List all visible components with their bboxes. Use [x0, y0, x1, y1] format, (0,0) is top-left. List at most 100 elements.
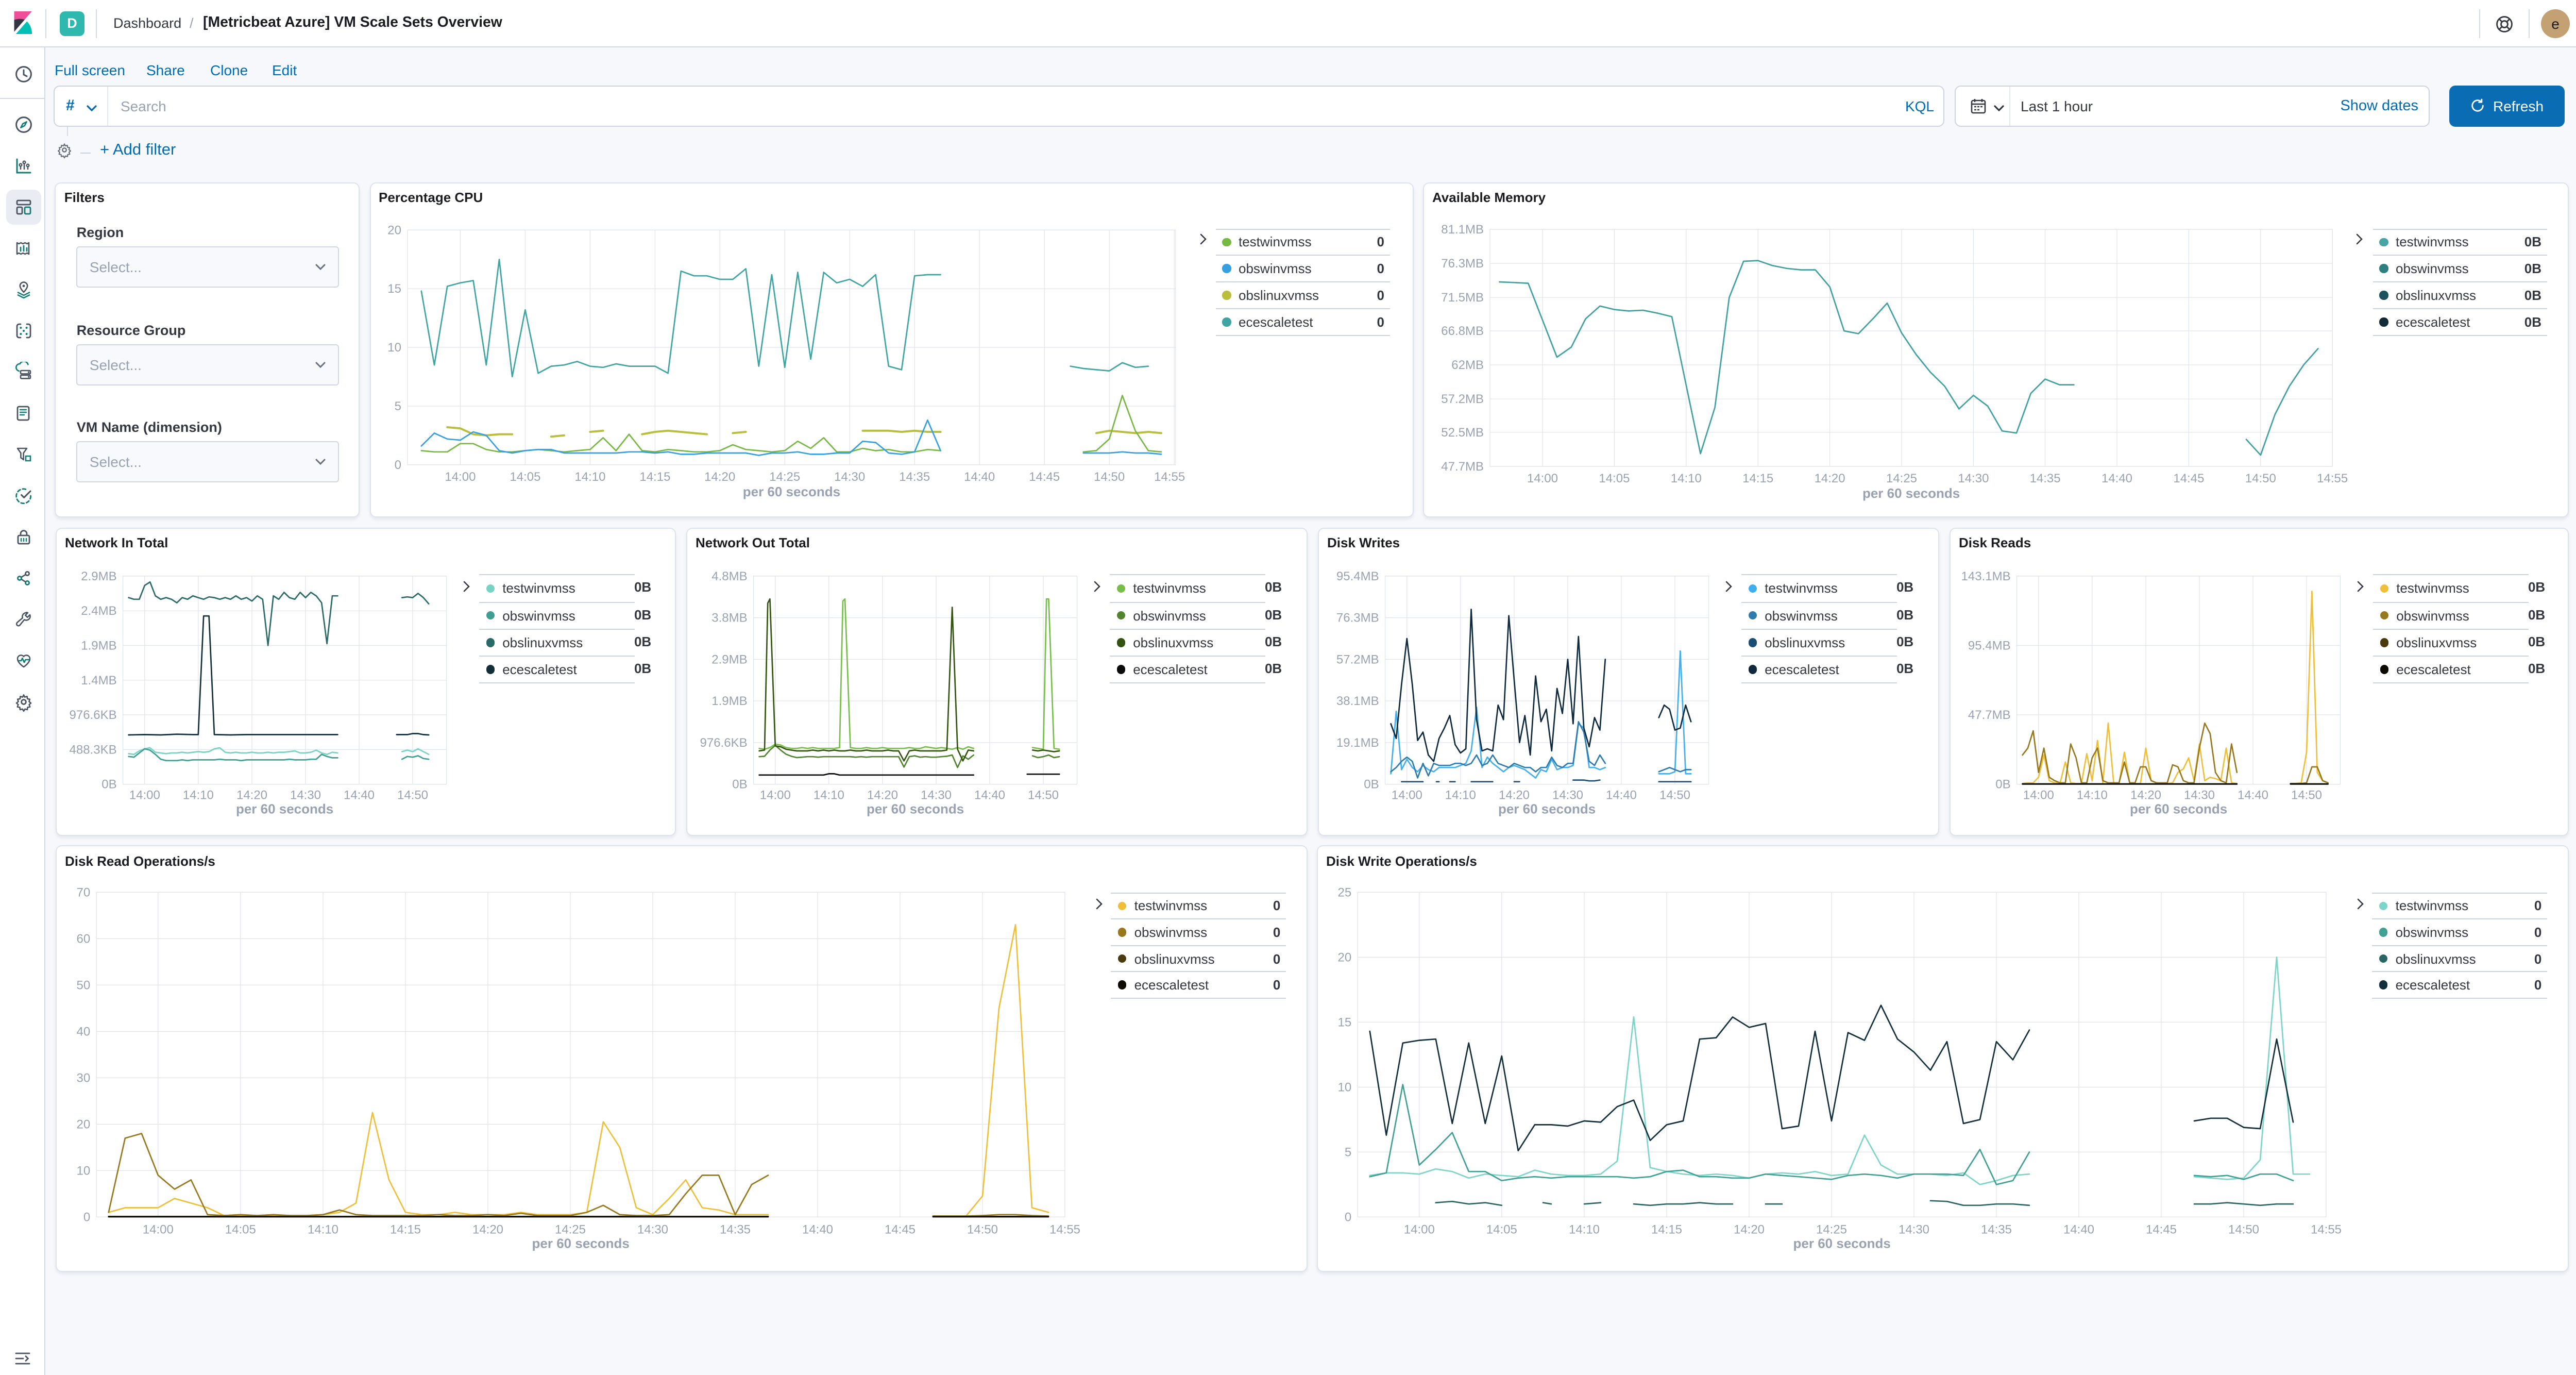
svg-text:14:20: 14:20 — [236, 788, 267, 802]
svg-text:2.9MB: 2.9MB — [711, 652, 747, 666]
svg-text:14:30: 14:30 — [290, 788, 321, 802]
svg-text:62MB: 62MB — [1451, 358, 1484, 372]
svg-text:57.2MB: 57.2MB — [1336, 652, 1379, 666]
svg-text:14:00: 14:00 — [2023, 788, 2054, 802]
svg-text:14:20: 14:20 — [867, 788, 898, 802]
svg-text:19.1MB: 19.1MB — [1336, 735, 1379, 749]
svg-text:57.2MB: 57.2MB — [1441, 392, 1484, 406]
svg-text:14:20: 14:20 — [1734, 1222, 1765, 1236]
svg-text:488.3KB: 488.3KB — [70, 742, 117, 756]
svg-text:47.7MB: 47.7MB — [1441, 459, 1484, 473]
svg-text:14:40: 14:40 — [2238, 788, 2268, 802]
svg-text:14:15: 14:15 — [1742, 471, 1773, 485]
svg-text:14:50: 14:50 — [1093, 469, 1124, 483]
svg-text:70: 70 — [76, 885, 90, 899]
svg-text:14:40: 14:40 — [2063, 1222, 2094, 1236]
svg-text:14:10: 14:10 — [574, 469, 605, 483]
svg-text:per 60 seconds: per 60 seconds — [742, 483, 840, 499]
svg-text:14:50: 14:50 — [2228, 1222, 2259, 1236]
svg-text:14:50: 14:50 — [397, 788, 428, 802]
svg-text:14:30: 14:30 — [637, 1222, 668, 1236]
svg-text:14:00: 14:00 — [1392, 788, 1422, 802]
svg-text:per 60 seconds: per 60 seconds — [236, 801, 333, 816]
svg-text:per 60 seconds: per 60 seconds — [867, 801, 964, 816]
svg-text:per 60 seconds: per 60 seconds — [2130, 801, 2227, 816]
svg-text:14:05: 14:05 — [1486, 1222, 1517, 1236]
svg-text:14:55: 14:55 — [2317, 471, 2348, 485]
svg-text:14:35: 14:35 — [2030, 471, 2061, 485]
svg-text:per 60 seconds: per 60 seconds — [532, 1235, 630, 1251]
svg-text:4.8MB: 4.8MB — [711, 569, 747, 583]
svg-text:per 60 seconds: per 60 seconds — [1793, 1235, 1891, 1251]
svg-text:0: 0 — [1345, 1210, 1351, 1224]
svg-text:1.4MB: 1.4MB — [81, 673, 116, 687]
svg-text:10: 10 — [1337, 1080, 1351, 1094]
svg-text:0: 0 — [83, 1210, 90, 1224]
svg-text:15: 15 — [387, 281, 401, 295]
svg-text:60: 60 — [76, 932, 90, 946]
svg-text:14:05: 14:05 — [1599, 471, 1630, 485]
svg-text:38.1MB: 38.1MB — [1336, 694, 1379, 708]
svg-text:14:30: 14:30 — [1958, 471, 1989, 485]
svg-text:25: 25 — [1337, 885, 1351, 899]
svg-text:95.4MB: 95.4MB — [1968, 638, 2011, 652]
svg-text:14:05: 14:05 — [225, 1222, 256, 1236]
svg-text:1.9MB: 1.9MB — [81, 638, 116, 652]
svg-text:20: 20 — [387, 223, 401, 237]
svg-text:14:35: 14:35 — [899, 469, 929, 483]
svg-text:15: 15 — [1337, 1015, 1351, 1029]
svg-text:14:30: 14:30 — [921, 788, 952, 802]
svg-text:2.9MB: 2.9MB — [81, 569, 116, 583]
svg-text:14:55: 14:55 — [1049, 1222, 1080, 1236]
svg-text:14:30: 14:30 — [834, 469, 865, 483]
svg-text:66.8MB: 66.8MB — [1441, 324, 1484, 338]
svg-text:14:20: 14:20 — [472, 1222, 503, 1236]
svg-text:14:10: 14:10 — [1671, 471, 1702, 485]
svg-text:976.6KB: 976.6KB — [70, 708, 117, 722]
svg-text:14:00: 14:00 — [143, 1222, 174, 1236]
svg-text:0: 0 — [394, 458, 401, 472]
svg-text:14:00: 14:00 — [1404, 1222, 1435, 1236]
svg-text:95.4MB: 95.4MB — [1336, 569, 1379, 583]
svg-text:14:35: 14:35 — [720, 1222, 751, 1236]
svg-text:0B: 0B — [1995, 777, 2010, 791]
svg-text:14:10: 14:10 — [308, 1222, 338, 1236]
svg-text:14:30: 14:30 — [2184, 788, 2215, 802]
svg-text:47.7MB: 47.7MB — [1968, 708, 2011, 722]
svg-text:14:40: 14:40 — [2102, 471, 2132, 485]
svg-text:20: 20 — [76, 1117, 90, 1131]
svg-text:per 60 seconds: per 60 seconds — [1498, 801, 1596, 816]
svg-text:14:20: 14:20 — [2130, 788, 2161, 802]
svg-text:14:10: 14:10 — [1445, 788, 1476, 802]
svg-text:76.3MB: 76.3MB — [1441, 256, 1484, 270]
svg-text:14:10: 14:10 — [183, 788, 214, 802]
svg-text:0B: 0B — [1364, 777, 1379, 791]
svg-text:14:45: 14:45 — [1028, 469, 1059, 483]
svg-text:14:30: 14:30 — [1899, 1222, 1929, 1236]
svg-text:3.8MB: 3.8MB — [711, 611, 747, 625]
svg-text:40: 40 — [76, 1025, 90, 1038]
svg-text:14:00: 14:00 — [760, 788, 791, 802]
svg-text:20: 20 — [1337, 950, 1351, 964]
svg-text:14:40: 14:40 — [802, 1222, 833, 1236]
svg-text:14:55: 14:55 — [2311, 1222, 2342, 1236]
svg-text:14:25: 14:25 — [555, 1222, 586, 1236]
svg-text:14:40: 14:40 — [1606, 788, 1637, 802]
svg-text:14:25: 14:25 — [1886, 471, 1917, 485]
svg-text:81.1MB: 81.1MB — [1441, 222, 1484, 236]
svg-text:71.5MB: 71.5MB — [1441, 290, 1484, 304]
svg-text:14:00: 14:00 — [444, 469, 475, 483]
svg-text:14:40: 14:40 — [974, 788, 1005, 802]
svg-text:14:45: 14:45 — [885, 1222, 916, 1236]
svg-text:14:45: 14:45 — [2146, 1222, 2177, 1236]
svg-text:976.6KB: 976.6KB — [700, 735, 748, 749]
svg-text:14:50: 14:50 — [1028, 788, 1059, 802]
svg-text:14:50: 14:50 — [1659, 788, 1690, 802]
svg-text:14:50: 14:50 — [2291, 788, 2322, 802]
svg-text:143.1MB: 143.1MB — [1961, 569, 2011, 583]
svg-text:1.9MB: 1.9MB — [711, 694, 747, 708]
svg-text:14:20: 14:20 — [704, 469, 735, 483]
svg-text:14:00: 14:00 — [129, 788, 160, 802]
svg-text:76.3MB: 76.3MB — [1336, 611, 1379, 625]
svg-text:14:10: 14:10 — [1569, 1222, 1600, 1236]
